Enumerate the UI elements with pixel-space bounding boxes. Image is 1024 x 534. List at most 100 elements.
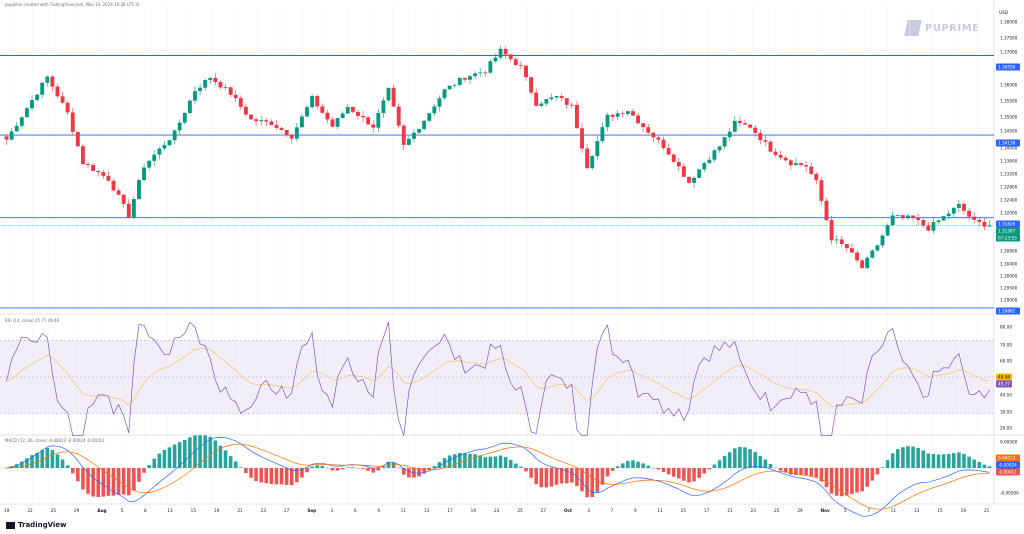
time-tick-label: 11 (401, 508, 407, 513)
macd-histogram-bar (96, 468, 100, 498)
candle-body (243, 106, 248, 115)
candle-body (187, 100, 192, 114)
price-tick-label: 1.29000 (1000, 298, 1018, 303)
macd-histogram-bar (514, 463, 518, 468)
candle-body (65, 102, 70, 113)
macd-histogram-bar (279, 468, 284, 485)
macd-histogram-bar (315, 465, 319, 468)
candle-body (692, 177, 697, 183)
candle-body (865, 257, 870, 269)
candle-body (182, 113, 187, 123)
macd-histogram-bar (524, 468, 528, 472)
macd-histogram-bar (437, 462, 442, 468)
candle-body (768, 141, 773, 152)
macd-histogram-bar (310, 466, 314, 468)
candle-body (172, 130, 177, 141)
macd-signal-line (6, 443, 990, 510)
price-tick-label: 1.38000 (1000, 20, 1018, 25)
candle-body (198, 87, 203, 92)
macd-histogram-bar (340, 468, 345, 470)
time-tick-label: 19 (471, 508, 477, 513)
price-tick-label: 1.37500 (1000, 36, 1018, 41)
candle-body (259, 120, 264, 122)
macd-tag (996, 454, 1020, 462)
macd-histogram-bar (452, 454, 457, 468)
macd-histogram-bar (70, 468, 75, 474)
macd-histogram-bar (712, 464, 717, 468)
time-tick-label: 15 (681, 508, 687, 513)
time-tick-label: Sep (307, 508, 316, 513)
candle-body (503, 48, 508, 55)
candle-body (529, 77, 534, 93)
candle-body (804, 165, 809, 167)
candle-body (656, 137, 661, 140)
time-tick-label: 21 (727, 508, 733, 513)
macd-histogram-bar (651, 467, 656, 469)
rsi-tick-label: 60.00 (1000, 359, 1012, 364)
candle-body (926, 225, 931, 231)
candle-body (101, 172, 106, 176)
candle-body (162, 145, 167, 149)
macd-histogram-bar (20, 461, 24, 468)
candle-body (131, 199, 136, 218)
candle-body (121, 194, 126, 204)
price-tag (996, 227, 1020, 235)
candle-body (106, 175, 111, 181)
price-tick-label: 1.34500 (1000, 129, 1018, 134)
candle-body (208, 77, 213, 81)
time-tick-label: 25 (51, 508, 57, 513)
time-tick-label: 27 (284, 508, 290, 513)
candle-body (55, 86, 60, 97)
macd-histogram-bar (345, 467, 350, 468)
macd-histogram-bar (957, 452, 961, 468)
rsi-tick-label: 20.00 (1000, 426, 1012, 431)
tradingview-icon (6, 521, 15, 529)
macd-tag-label: -0.00011 (998, 470, 1017, 475)
macd-histogram-bar (921, 450, 926, 468)
candle-body (977, 219, 982, 222)
macd-histogram-bar (952, 453, 956, 468)
macd-histogram-bar (60, 459, 65, 468)
candle-body (860, 260, 865, 269)
macd-histogram-bar (615, 466, 620, 468)
price-tick-label: 1.32400 (1000, 198, 1018, 203)
macd-histogram-bar (300, 468, 304, 478)
candle-body (508, 54, 513, 60)
time-tick-label: 21 (984, 508, 990, 513)
candle-body (941, 216, 946, 221)
candle-body (880, 235, 885, 246)
macd-histogram-bar (152, 458, 157, 468)
candle-body (569, 104, 574, 106)
macd-histogram-bar (519, 466, 523, 468)
macd-histogram-bar (305, 468, 309, 473)
candle-body (60, 96, 65, 103)
price-tag-label: 1.36556 (998, 65, 1016, 70)
macd-histogram-bar (585, 468, 589, 498)
candle-body (157, 148, 162, 155)
macd-histogram-bar (81, 468, 85, 490)
candle-body (595, 141, 600, 157)
candle-body (371, 124, 376, 128)
price-tag-label: 1.31387 (998, 229, 1016, 234)
time-tick-label: 9 (377, 508, 380, 513)
candle-body (340, 113, 345, 119)
candle-body (96, 170, 101, 173)
candle-body (356, 111, 360, 116)
price-tag (996, 307, 1020, 315)
candle-body (702, 163, 707, 170)
macd-histogram-bar (554, 468, 559, 485)
macd-histogram-bar (799, 468, 803, 476)
macd-line (6, 437, 990, 517)
grid (9, 6, 978, 503)
macd-histogram-bar (926, 453, 931, 468)
macd-histogram-bar (636, 461, 640, 468)
candle-body (906, 215, 910, 218)
candle-body (361, 115, 365, 118)
macd-histogram-bar (269, 468, 274, 484)
candle-body (91, 165, 96, 171)
candle-body (931, 222, 936, 231)
macd-histogram-bar (549, 468, 554, 487)
macd-histogram-bar (600, 468, 605, 485)
time-tick-label: Nov (821, 508, 830, 513)
